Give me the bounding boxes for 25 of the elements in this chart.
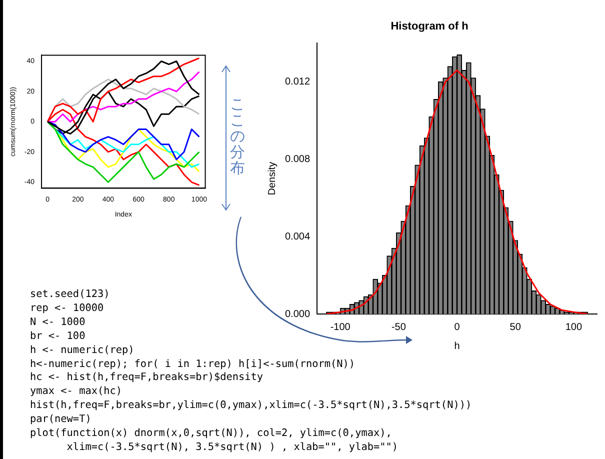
text: ymax <- max(hc) [30, 386, 122, 398]
text: h<-numeric(rep); for( i in 1:rep) h[i]<-sum(rnorm(N)) [30, 358, 356, 370]
y-tick-label: 0.012 [284, 76, 310, 88]
text: set.seed(123) [30, 289, 110, 300]
text: rep <- 10000 [30, 302, 104, 314]
y-tick-label: 0.008 [284, 154, 310, 166]
chart-title: Histogram of h [390, 20, 469, 33]
y-tick-label: 0.004 [284, 231, 310, 242]
text: hc <- hist(h,freq=F,breaks=br)$density [30, 372, 264, 384]
x-tick-label: 0 [454, 322, 460, 333]
text: N <- 1000 [30, 316, 86, 328]
x-tick-label: -100 [330, 322, 351, 333]
x-tick-label: -50 [391, 322, 406, 333]
x-tick-label: 50 [510, 322, 522, 333]
text: plot(function(x) dnorm(x,0,sqrt(N)), col=2, ylim=c(0,ymax), [30, 428, 392, 440]
text: br <- 100 [30, 330, 86, 342]
y-tick-label: 0.000 [284, 308, 310, 320]
y-axis-title: Density [266, 162, 278, 196]
text: h <- numeric(rep) [30, 344, 134, 356]
text: xlim=c(-3.5*sqrt(N), 3.5*sqrt(N) ) , xlab="", ylab="") [66, 442, 398, 453]
text: hist(h,freq=F,breaks=br,ylim=c(0,ymax),xlim=c(-3.5*sqrt(N),3.5*sqrt(N))) [30, 400, 472, 412]
text: par(new=T) [30, 414, 92, 426]
x-axis-title: h [454, 340, 460, 352]
x-tick-label: 100 [565, 322, 582, 333]
text: ここの分布 [230, 95, 246, 177]
